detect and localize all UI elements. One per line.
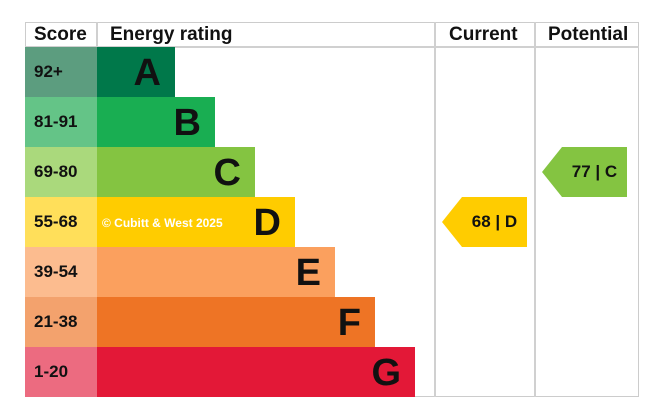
current-rating-arrow: 68 | D bbox=[442, 197, 527, 247]
watermark: © Cubitt & West 2025 bbox=[102, 216, 223, 230]
band-letter: E bbox=[295, 252, 321, 294]
divider bbox=[534, 22, 536, 397]
header-score: Score bbox=[34, 24, 87, 45]
band-bar-g: G bbox=[97, 347, 415, 397]
score-cell: 92+ bbox=[25, 47, 97, 97]
current-rating-label: 68 | D bbox=[471, 212, 518, 231]
band-letter: C bbox=[213, 152, 241, 194]
band-bar-e: E bbox=[97, 247, 335, 297]
potential-rating-arrow: 77 | C bbox=[542, 147, 627, 197]
band-letter: A bbox=[133, 52, 161, 94]
band-bar-c: C bbox=[97, 147, 255, 197]
header-current: Current bbox=[449, 24, 518, 45]
band-letter: G bbox=[371, 352, 401, 394]
header-potential: Potential bbox=[548, 24, 629, 45]
band-bar-a: A bbox=[97, 47, 175, 97]
band-letter: F bbox=[337, 302, 361, 344]
header-energy-rating: Energy rating bbox=[110, 24, 233, 45]
band-bar-d: D © Cubitt & West 2025 bbox=[97, 197, 295, 247]
band-letter: D bbox=[253, 202, 281, 244]
divider bbox=[434, 22, 436, 397]
band-bar-f: F bbox=[97, 297, 375, 347]
score-cell: 1-20 bbox=[25, 347, 97, 397]
band-letter: B bbox=[173, 102, 201, 144]
score-cell: 21-38 bbox=[25, 297, 97, 347]
score-cell: 39-54 bbox=[25, 247, 97, 297]
potential-rating-label: 77 | C bbox=[571, 162, 618, 181]
band-bar-b: B bbox=[97, 97, 215, 147]
divider bbox=[25, 46, 639, 48]
score-cell: 81-91 bbox=[25, 97, 97, 147]
score-cell: 55-68 bbox=[25, 197, 97, 247]
score-cell: 69-80 bbox=[25, 147, 97, 197]
